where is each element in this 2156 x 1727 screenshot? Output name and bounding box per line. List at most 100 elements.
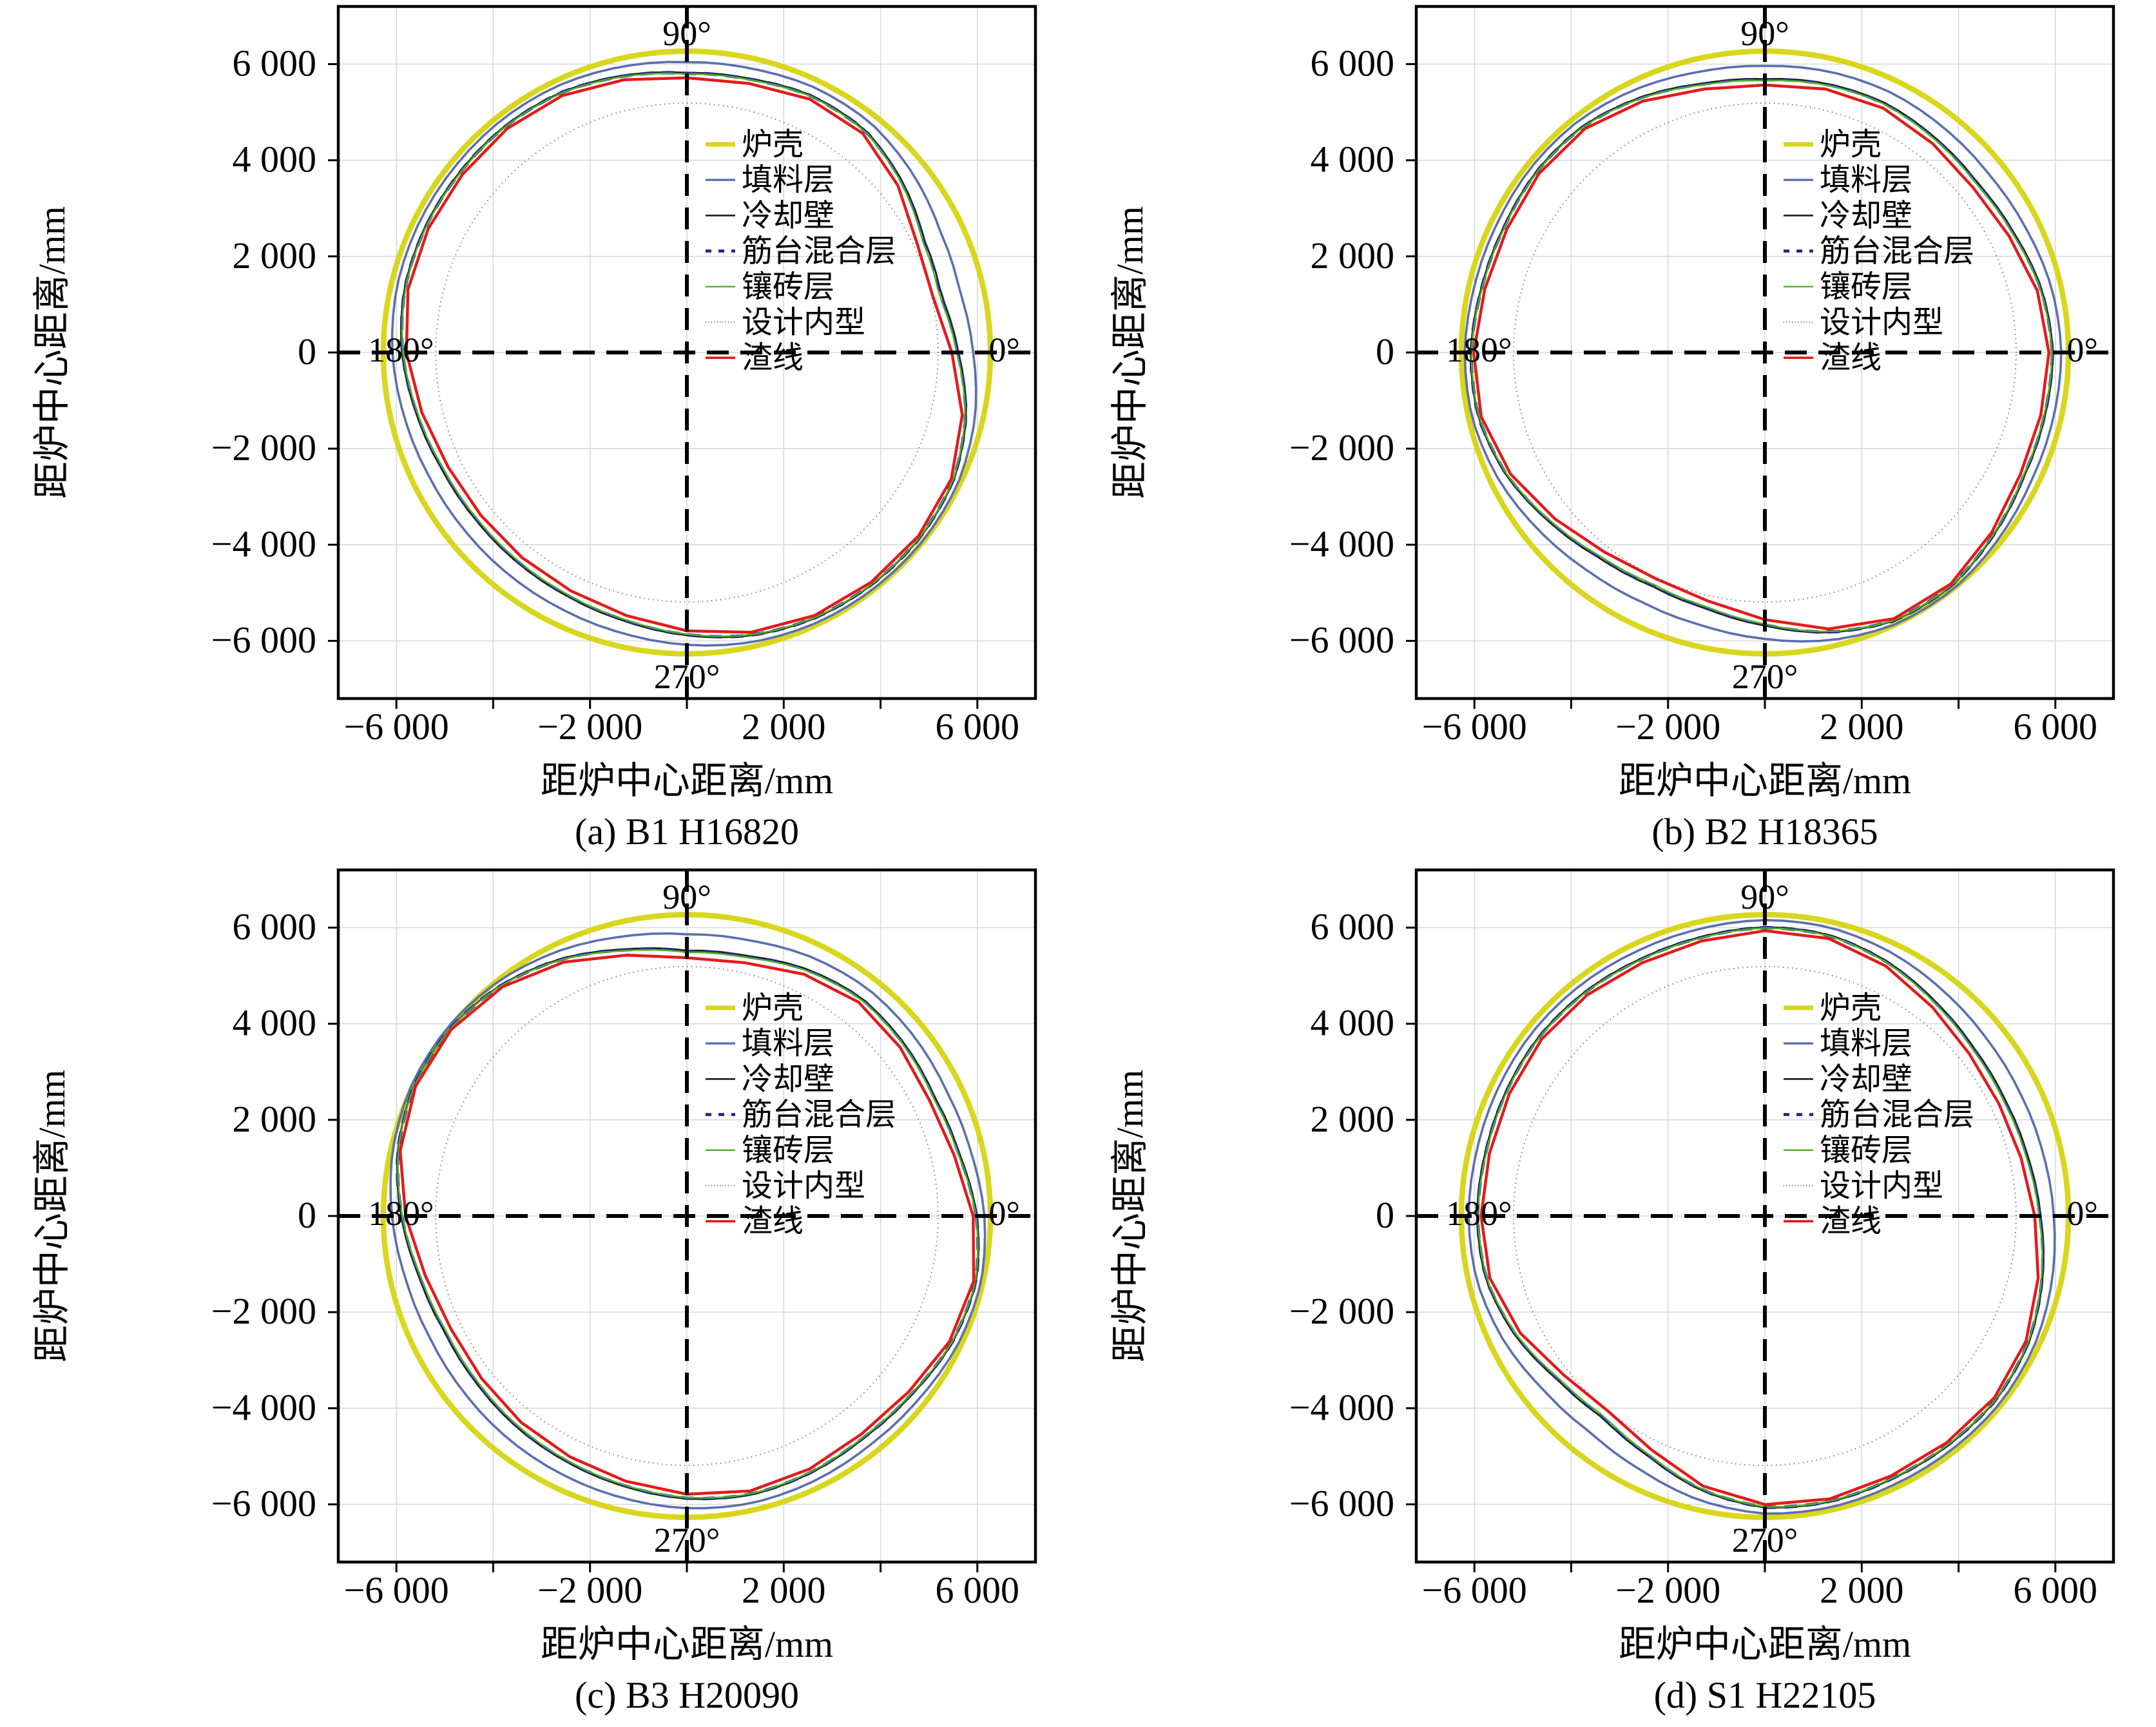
svg-text:90°: 90° [1740,14,1789,53]
svg-text:距炉中心距离/mm: 距炉中心距离/mm [31,206,73,499]
svg-text:2 000: 2 000 [742,1569,826,1611]
svg-text:镶砖层: 镶砖层 [742,270,834,304]
svg-text:渣线: 渣线 [1820,1204,1882,1239]
svg-text:−2 000: −2 000 [1615,1569,1720,1611]
svg-text:270°: 270° [654,1521,720,1559]
svg-text:−6 000: −6 000 [1289,1483,1394,1525]
svg-text:距炉中心距离/mm: 距炉中心距离/mm [541,760,833,802]
svg-text:(a) B1 H16820: (a) B1 H16820 [575,811,799,853]
svg-text:2 000: 2 000 [1820,1569,1904,1611]
svg-text:270°: 270° [1732,1521,1798,1559]
svg-text:−6 000: −6 000 [1289,619,1394,661]
svg-text:渣线: 渣线 [742,1204,804,1239]
svg-text:(d) S1 H22105: (d) S1 H22105 [1654,1674,1876,1716]
svg-text:距炉中心距离/mm: 距炉中心距离/mm [1109,1070,1151,1362]
svg-text:−2 000: −2 000 [211,427,316,468]
svg-text:−6 000: −6 000 [211,619,316,661]
svg-text:2 000: 2 000 [1311,235,1395,276]
svg-text:−2 000: −2 000 [1289,1290,1394,1332]
svg-text:0°: 0° [2066,1194,2098,1233]
svg-text:180°: 180° [1446,1194,1512,1233]
svg-text:90°: 90° [662,878,711,916]
svg-text:4 000: 4 000 [1311,1002,1395,1044]
svg-text:−2 000: −2 000 [537,1569,642,1611]
svg-text:距炉中心距离/mm: 距炉中心距离/mm [541,1623,833,1665]
svg-text:270°: 270° [654,657,720,696]
svg-text:6 000: 6 000 [1311,906,1395,948]
svg-text:−4 000: −4 000 [1289,1386,1394,1428]
svg-text:−6 000: −6 000 [344,706,449,748]
svg-text:(b) B2 H18365: (b) B2 H18365 [1651,811,1878,853]
svg-text:渣线: 渣线 [742,341,804,375]
svg-text:0: 0 [1376,331,1394,372]
svg-text:−2 000: −2 000 [537,706,642,748]
svg-text:6 000: 6 000 [2014,706,2098,748]
svg-text:设计内型: 设计内型 [742,305,865,340]
svg-text:筋台混合层: 筋台混合层 [1820,1098,1974,1132]
svg-text:4 000: 4 000 [1311,139,1395,180]
svg-text:4 000: 4 000 [233,139,317,180]
svg-text:270°: 270° [1732,657,1798,696]
svg-text:0°: 0° [988,331,1020,369]
svg-text:−4 000: −4 000 [1289,523,1394,564]
svg-text:180°: 180° [1446,331,1512,369]
svg-text:0: 0 [298,331,316,372]
svg-text:筋台混合层: 筋台混合层 [1820,235,1974,269]
svg-text:填料层: 填料层 [1820,1027,1912,1061]
svg-text:−2 000: −2 000 [1615,706,1720,748]
svg-text:距炉中心距离/mm: 距炉中心距离/mm [31,1070,73,1362]
svg-text:渣线: 渣线 [1820,341,1882,375]
svg-text:炉壳: 炉壳 [1820,991,1882,1025]
svg-text:填料层: 填料层 [742,163,834,197]
svg-text:6 000: 6 000 [936,706,1020,748]
svg-text:镶砖层: 镶砖层 [1820,1134,1912,1168]
svg-text:镶砖层: 镶砖层 [1820,270,1912,304]
svg-text:炉壳: 炉壳 [742,128,804,162]
svg-text:−6 000: −6 000 [1422,706,1527,748]
svg-text:冷却壁: 冷却壁 [1820,198,1912,233]
svg-text:180°: 180° [368,1194,434,1233]
svg-text:冷却壁: 冷却壁 [1820,1062,1912,1096]
svg-text:2 000: 2 000 [1820,706,1904,748]
svg-text:炉壳: 炉壳 [742,991,804,1025]
svg-text:设计内型: 设计内型 [1820,1169,1943,1203]
svg-text:−4 000: −4 000 [211,523,316,564]
svg-text:6 000: 6 000 [1311,43,1395,84]
svg-text:填料层: 填料层 [742,1027,834,1061]
svg-text:筋台混合层: 筋台混合层 [742,1098,896,1132]
svg-text:2 000: 2 000 [742,706,826,748]
svg-text:设计内型: 设计内型 [742,1169,865,1203]
svg-text:−2 000: −2 000 [211,1290,316,1332]
svg-text:0: 0 [298,1194,316,1236]
svg-text:−6 000: −6 000 [1422,1569,1527,1611]
svg-text:距炉中心距离/mm: 距炉中心距离/mm [1109,206,1151,499]
svg-text:(c) B3 H20090: (c) B3 H20090 [575,1674,799,1716]
svg-text:设计内型: 设计内型 [1820,305,1943,340]
svg-text:距炉中心距离/mm: 距炉中心距离/mm [1619,760,1911,802]
svg-text:−2 000: −2 000 [1289,427,1394,468]
svg-text:2 000: 2 000 [1311,1098,1395,1140]
svg-text:6 000: 6 000 [233,906,317,948]
svg-text:6 000: 6 000 [233,43,317,84]
svg-text:−4 000: −4 000 [211,1386,316,1428]
svg-text:填料层: 填料层 [1820,163,1912,197]
svg-text:筋台混合层: 筋台混合层 [742,235,896,269]
svg-text:−6 000: −6 000 [344,1569,449,1611]
svg-text:0: 0 [1376,1194,1394,1236]
svg-text:0°: 0° [2066,331,2098,369]
svg-text:6 000: 6 000 [2014,1569,2098,1611]
svg-text:2 000: 2 000 [233,1098,317,1140]
svg-text:炉壳: 炉壳 [1820,128,1882,162]
svg-text:4 000: 4 000 [233,1002,317,1044]
svg-text:90°: 90° [1740,878,1789,916]
svg-text:距炉中心距离/mm: 距炉中心距离/mm [1619,1623,1911,1665]
svg-text:冷却壁: 冷却壁 [742,1062,834,1096]
svg-text:2 000: 2 000 [233,235,317,276]
svg-text:冷却壁: 冷却壁 [742,198,834,233]
svg-text:−6 000: −6 000 [211,1483,316,1525]
svg-text:0°: 0° [988,1194,1020,1233]
svg-text:镶砖层: 镶砖层 [742,1134,834,1168]
svg-text:6 000: 6 000 [936,1569,1020,1611]
svg-text:90°: 90° [662,14,711,53]
svg-text:180°: 180° [368,331,434,369]
